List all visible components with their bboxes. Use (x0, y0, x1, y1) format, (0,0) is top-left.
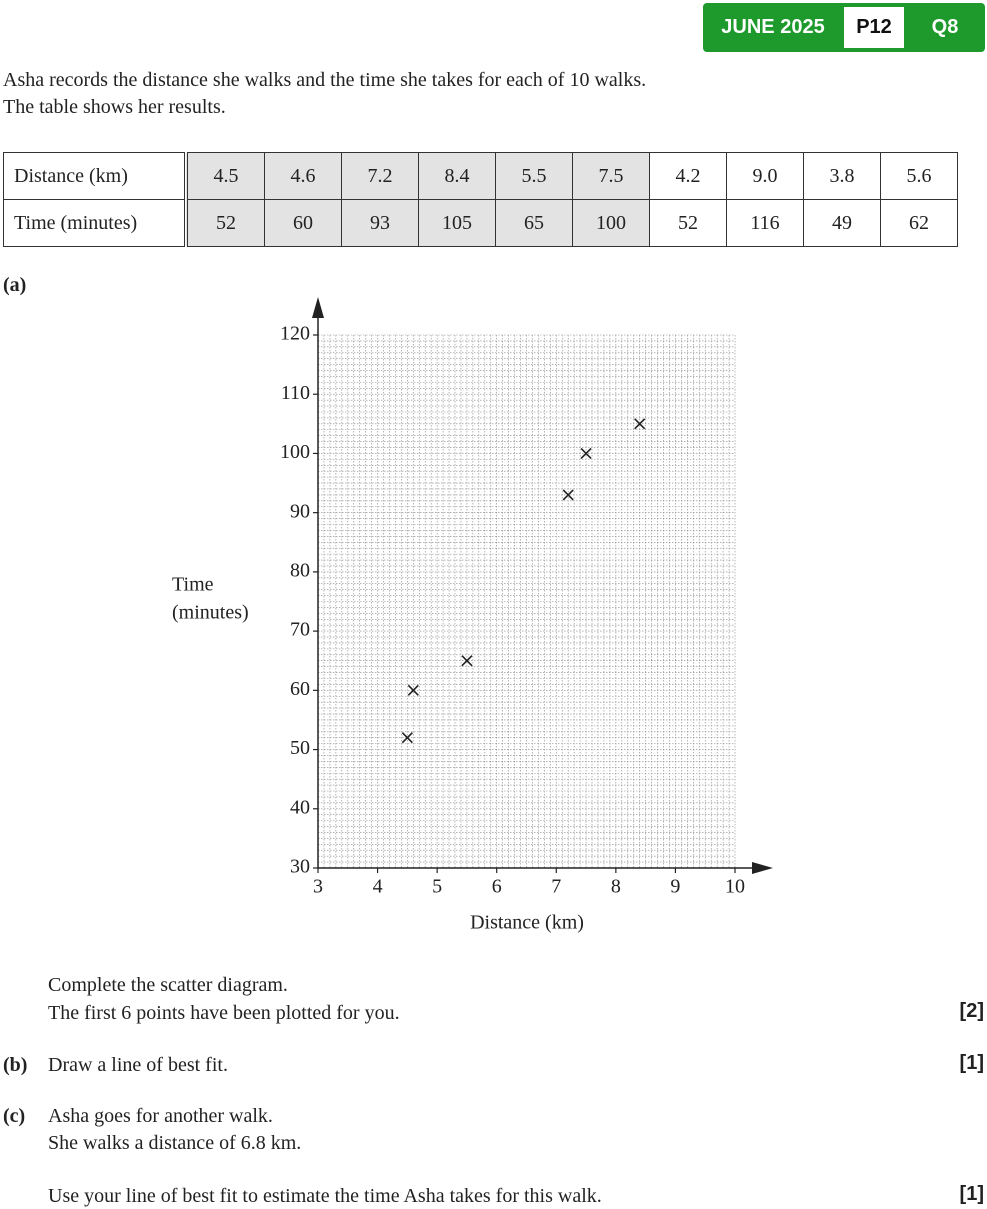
x-tick-label: 5 (432, 876, 442, 898)
x-tick-label: 3 (313, 876, 323, 898)
y-axis-label: Time (172, 574, 214, 596)
scatter-chart: Time (minutes) Distance (km) 30 40 50 60 70 8… (172, 297, 773, 934)
table-cell: 100 (572, 199, 650, 247)
part-label: (c) (3, 1105, 26, 1127)
table-row: Time (minutes) 52 60 93 105 65 100 52 116 49 62 (3, 199, 958, 247)
table-cell: 7.5 (572, 152, 650, 200)
table-cell: 4.5 (185, 152, 265, 200)
table-cell: 52 (649, 199, 727, 247)
marks: [2] (959, 1000, 984, 1022)
y-tick-label: 100 (280, 441, 310, 463)
table-cell: 7.2 (341, 152, 419, 200)
part-text: Draw a line of best fit. (48, 1054, 228, 1076)
part-label: (b) (3, 1054, 28, 1076)
y-tick-label: 120 (280, 323, 310, 345)
table-cell: 93 (341, 199, 419, 247)
table-cell: 8.4 (418, 152, 496, 200)
intro-line: Asha records the distance she walks and … (3, 69, 647, 91)
paper: P12 (844, 7, 904, 48)
table-cell: 62 (880, 199, 958, 247)
question: Q8 (931, 16, 959, 38)
y-tick-label: 60 (290, 678, 310, 700)
table-cell: 5.6 (880, 152, 958, 200)
part-text: Use your line of best fit to estimate th… (48, 1185, 602, 1207)
y-axis-arrow (312, 297, 324, 318)
x-tick-label: 4 (373, 876, 383, 898)
table-cell: 65 (495, 199, 573, 247)
part-text: She walks a distance of 6.8 km. (48, 1132, 302, 1154)
table-cell: 3.8 (803, 152, 881, 200)
table-cell: 4.2 (649, 152, 727, 200)
table-cell: 4.6 (264, 152, 342, 200)
part-text: The first 6 points have been plotted for… (48, 1002, 400, 1024)
y-tick-label: 30 (290, 856, 310, 878)
part-label: (a) (3, 274, 27, 296)
part-text: Asha goes for another walk. (48, 1105, 273, 1127)
badge: JUNE 2025 P12 Q8 (703, 3, 985, 52)
y-tick-label: 80 (290, 559, 310, 581)
x-tick-label: 9 (670, 876, 680, 898)
point-cross (580, 447, 592, 460)
point-cross (401, 732, 413, 744)
y-axis-label: (minutes) (172, 602, 249, 624)
point-cross (461, 655, 473, 667)
row-header: Distance (km) (3, 152, 188, 200)
y-tick-label: 40 (290, 796, 310, 818)
intro-line: The table shows her results. (3, 96, 226, 118)
marks: [1] (959, 1183, 984, 1205)
point-cross (407, 684, 419, 696)
point-cross (562, 489, 574, 501)
row-header: Time (minutes) (3, 199, 188, 247)
x-tick-label: 6 (492, 876, 502, 898)
y-tick-label: 110 (281, 382, 310, 404)
x-tick-label: 10 (725, 876, 745, 898)
table-row: Distance (km) 4.5 4.6 7.2 8.4 5.5 7.5 4.2 9.0 3.8… (3, 152, 958, 200)
y-tick-label: 90 (290, 500, 310, 522)
x-axis-arrow (752, 862, 773, 874)
table-cell: 105 (418, 199, 496, 247)
x-tick-label: 7 (551, 876, 561, 898)
table-cell: 116 (726, 199, 804, 247)
table-cell: 9.0 (726, 152, 804, 200)
table-cell: 60 (264, 199, 342, 247)
y-tick-label: 70 (290, 619, 310, 641)
table-cell: 52 (185, 199, 265, 247)
results-table: Distance (km) 4.5 4.6 7.2 8.4 5.5 7.5 4.2 9.0 3.8… (3, 152, 958, 247)
y-tick-label: 50 (290, 737, 310, 759)
table-cell: 5.5 (495, 152, 573, 200)
x-axis-label: Distance (km) (470, 912, 584, 934)
part-text: Complete the scatter diagram. (48, 974, 288, 996)
table-cell: 49 (803, 199, 881, 247)
x-tick-label: 8 (611, 876, 621, 898)
marks: [1] (959, 1052, 984, 1074)
point-cross (634, 418, 646, 430)
session: JUNE 2025 (721, 16, 825, 38)
